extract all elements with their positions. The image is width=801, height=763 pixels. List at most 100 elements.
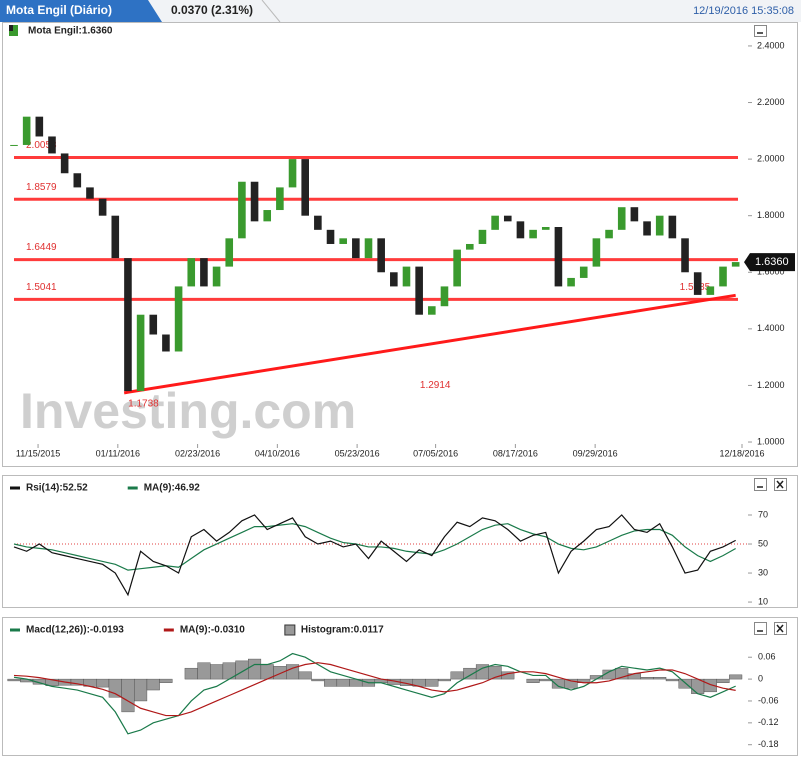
x-tick-label: 05/23/2016 bbox=[335, 448, 380, 458]
histogram-bar bbox=[323, 678, 338, 687]
candle bbox=[86, 187, 94, 199]
candle bbox=[73, 173, 82, 188]
watermark: Investing.com bbox=[20, 383, 356, 439]
histogram-bar bbox=[665, 678, 679, 682]
candle bbox=[136, 314, 145, 392]
histogram-bar bbox=[273, 666, 287, 680]
price-legend-icon bbox=[9, 25, 13, 31]
legend-label: Histogram:0.0117 bbox=[301, 625, 384, 636]
histogram-bar bbox=[298, 671, 312, 680]
indicator-line bbox=[13, 514, 736, 597]
histogram-bar bbox=[653, 677, 667, 680]
histogram-bar bbox=[703, 678, 717, 693]
price-tag-label: 1.6360 bbox=[755, 256, 789, 268]
candle bbox=[301, 159, 309, 216]
panel-buttons bbox=[754, 25, 787, 635]
title: Mota Engil (Diário) bbox=[6, 3, 112, 17]
price-tag bbox=[744, 253, 795, 272]
level-label: 2.0058 bbox=[26, 140, 57, 151]
candle bbox=[415, 266, 423, 315]
candle bbox=[10, 144, 18, 146]
candle bbox=[288, 159, 297, 188]
candle bbox=[668, 215, 677, 239]
indicator-line bbox=[13, 662, 736, 717]
minimize-button[interactable] bbox=[754, 478, 767, 491]
level-label: 1.8579 bbox=[26, 182, 57, 193]
y-tick-label: 50 bbox=[758, 538, 768, 548]
candle bbox=[162, 334, 170, 352]
candle bbox=[263, 210, 272, 222]
timestamp: 12/19/2016 15:35:08 bbox=[693, 5, 794, 17]
candle bbox=[706, 286, 715, 295]
candle bbox=[592, 238, 601, 267]
candle bbox=[655, 215, 664, 236]
histogram-bar bbox=[121, 678, 135, 713]
candle bbox=[491, 215, 499, 230]
candle bbox=[630, 207, 639, 222]
candle bbox=[643, 221, 651, 236]
indicator-line bbox=[13, 652, 736, 735]
change: 0.0370 (2.31%) bbox=[171, 3, 253, 17]
trend-label: 1.1738 bbox=[128, 398, 159, 409]
histogram-bar bbox=[450, 671, 464, 680]
candle bbox=[681, 238, 689, 273]
candle bbox=[98, 198, 107, 216]
candle bbox=[693, 272, 702, 295]
candle bbox=[617, 207, 626, 230]
candle bbox=[402, 266, 411, 287]
title-tab bbox=[0, 0, 162, 22]
candle bbox=[149, 314, 158, 335]
y-tick-label: 0 bbox=[758, 673, 763, 683]
candle bbox=[440, 286, 449, 307]
x-tick-label: 07/05/2016 bbox=[413, 448, 458, 458]
candle bbox=[314, 215, 322, 230]
y-tick-label: -0.18 bbox=[758, 739, 779, 749]
candle bbox=[276, 187, 284, 211]
price-legend: Mota Engil:1.6360 bbox=[28, 26, 113, 37]
histogram-bar bbox=[146, 678, 160, 691]
candle bbox=[174, 286, 183, 352]
candle bbox=[250, 181, 259, 222]
candle bbox=[339, 238, 347, 244]
x-tick-label: 11/15/2015 bbox=[16, 448, 60, 458]
candle bbox=[554, 227, 563, 287]
candle bbox=[35, 116, 44, 137]
minimize-button[interactable] bbox=[754, 622, 767, 635]
y-tick-label: 1.0000 bbox=[757, 436, 785, 446]
x-tick-label: 12/18/2016 bbox=[719, 448, 764, 458]
candle bbox=[22, 116, 31, 145]
candle bbox=[60, 153, 69, 174]
minimize-button[interactable] bbox=[754, 25, 767, 37]
candle bbox=[579, 266, 588, 278]
y-tick-label: -0.12 bbox=[758, 717, 779, 727]
header-bar bbox=[0, 0, 801, 22]
x-tick-label: 08/17/2016 bbox=[493, 448, 538, 458]
candle bbox=[352, 238, 360, 259]
candle bbox=[377, 238, 385, 273]
histogram-bar bbox=[197, 662, 211, 680]
histogram-bar bbox=[248, 658, 262, 680]
y-tick-label: 1.8000 bbox=[757, 210, 785, 220]
indicator-line bbox=[13, 523, 736, 571]
candle bbox=[516, 221, 525, 239]
histogram-bar bbox=[437, 678, 451, 682]
histogram-bar bbox=[716, 678, 730, 683]
y-tick-label: 1.4000 bbox=[757, 323, 785, 333]
candle bbox=[48, 136, 56, 154]
histogram-bar bbox=[7, 678, 21, 682]
candle bbox=[238, 181, 246, 239]
histogram-bar bbox=[311, 678, 325, 682]
y-tick-label: 2.4000 bbox=[757, 40, 785, 50]
candle bbox=[390, 272, 398, 287]
candle bbox=[364, 238, 373, 259]
histogram-bar bbox=[336, 678, 350, 687]
candle bbox=[225, 238, 234, 267]
histogram-bar bbox=[134, 678, 148, 702]
legend-label: Macd(12,26)):-0.0193 bbox=[26, 625, 124, 636]
legend-label: MA(9):-0.0310 bbox=[180, 625, 245, 636]
separator bbox=[261, 0, 281, 23]
histogram-bar bbox=[640, 677, 654, 680]
macd-panel bbox=[2, 617, 798, 756]
candle bbox=[529, 229, 537, 239]
